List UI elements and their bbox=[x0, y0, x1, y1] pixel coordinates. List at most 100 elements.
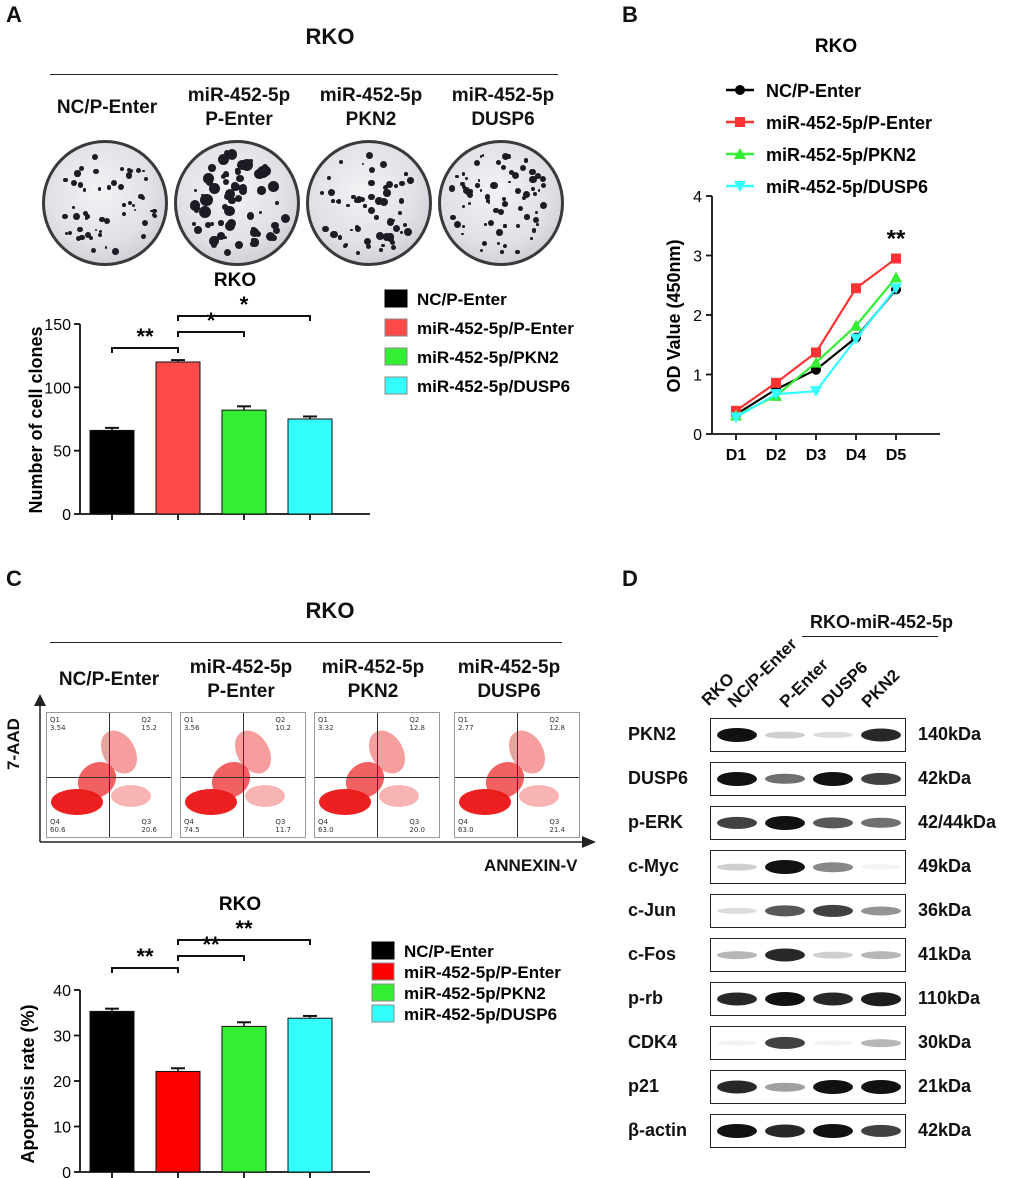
colony-dot bbox=[534, 172, 541, 179]
legend-swatch bbox=[384, 376, 408, 395]
blot-strip bbox=[710, 1026, 906, 1060]
blot-band bbox=[717, 772, 757, 786]
colony-dot bbox=[323, 227, 327, 231]
legend-label: NC/P-Enter bbox=[766, 81, 861, 101]
colony-dot bbox=[125, 172, 133, 179]
bar-4 bbox=[287, 418, 333, 515]
blot-band bbox=[765, 816, 805, 830]
data-point bbox=[810, 386, 822, 398]
quadrant-q1-label: Q1 3.32 bbox=[318, 716, 334, 732]
colony-dot bbox=[208, 235, 220, 247]
quadrant-q4-label: Q4 63.0 bbox=[458, 818, 474, 834]
blot-band bbox=[861, 906, 901, 916]
colony-dot bbox=[240, 159, 253, 172]
colony-dot bbox=[63, 177, 68, 182]
x-tick-label: D2 bbox=[766, 447, 787, 464]
colony-dot bbox=[508, 180, 511, 184]
colony-dot bbox=[461, 232, 464, 236]
colony-dot bbox=[196, 206, 200, 210]
colony-dish-pkn2 bbox=[306, 140, 432, 266]
colony-dot bbox=[328, 188, 335, 196]
colony-dot bbox=[540, 176, 547, 183]
colony-dot bbox=[194, 189, 198, 193]
colony-dot bbox=[121, 212, 126, 217]
colony-dot bbox=[468, 189, 473, 194]
blot-band bbox=[813, 862, 853, 872]
colony-dot bbox=[474, 160, 480, 167]
quadrant-q4-label: Q4 74.5 bbox=[184, 818, 200, 834]
colony-dot bbox=[496, 229, 503, 236]
legend-label: miR-452-5p/P-Enter bbox=[404, 963, 561, 982]
y-tick-label: 100 bbox=[44, 380, 71, 397]
colony-dot bbox=[73, 213, 81, 221]
panel-d-letter: D bbox=[622, 566, 638, 591]
colony-dot bbox=[224, 205, 235, 217]
significance-label: ** bbox=[235, 916, 253, 941]
colony-dot bbox=[98, 187, 102, 191]
colony-dot bbox=[363, 204, 367, 208]
blot-protein-label: β-actin bbox=[628, 1120, 687, 1140]
panel-c-title: RKO bbox=[305, 598, 355, 623]
blot-band bbox=[861, 951, 901, 959]
colony-dot bbox=[537, 189, 541, 192]
quadrant-q4-label: Q4 63.0 bbox=[318, 818, 334, 834]
colony-dot bbox=[99, 216, 105, 223]
x-tick-label: D5 bbox=[886, 447, 907, 464]
colony-dot bbox=[511, 172, 519, 180]
colony-dot bbox=[448, 185, 456, 192]
data-point bbox=[811, 347, 821, 358]
blot-protein-label: c-Jun bbox=[628, 900, 677, 920]
colony-dot bbox=[140, 233, 146, 239]
bar-3 bbox=[221, 409, 267, 515]
bar-2 bbox=[155, 361, 201, 515]
quadrant-q1-label: Q1 3.56 bbox=[184, 716, 200, 732]
blot-strip bbox=[710, 718, 906, 752]
colony-dot bbox=[530, 187, 535, 192]
colony-dot bbox=[133, 208, 137, 212]
bar-1 bbox=[89, 429, 135, 515]
colony-dot bbox=[104, 246, 108, 250]
colony-dot bbox=[487, 201, 491, 205]
quadrant-q2-label: Q2 10.2 bbox=[275, 716, 291, 732]
quadrant-q3-label: Q3 11.7 bbox=[275, 818, 291, 834]
colony-dot bbox=[192, 221, 197, 227]
colony-dot bbox=[375, 232, 384, 241]
colony-dot bbox=[390, 245, 396, 251]
colony-dot bbox=[194, 208, 199, 214]
panel-a-letter: A bbox=[6, 2, 22, 27]
colony-dot bbox=[529, 237, 533, 240]
flow-density-blob bbox=[379, 785, 419, 807]
colony-dot bbox=[261, 166, 272, 177]
colony-dot bbox=[350, 228, 353, 232]
colony-dot bbox=[342, 244, 347, 249]
colony-dot bbox=[361, 162, 365, 166]
y-axis-label: OD Value (450nm) bbox=[664, 239, 684, 392]
blot-band bbox=[861, 992, 901, 1006]
colony-dot bbox=[84, 232, 92, 239]
blot-band bbox=[861, 1124, 901, 1138]
blot-band bbox=[765, 905, 805, 917]
colony-dot bbox=[519, 165, 526, 172]
colony-dot bbox=[222, 178, 230, 186]
blot-band bbox=[861, 817, 901, 829]
colony-dot bbox=[461, 204, 466, 209]
colony-dish-p-enter bbox=[174, 140, 300, 266]
blot-kda-label: 42kDa bbox=[918, 1120, 972, 1140]
flow-plot-p-enter: Q1 3.56 Q2 10.2 Q4 74.5 Q3 11.7 bbox=[180, 712, 306, 838]
colony-dot bbox=[141, 195, 146, 201]
blot-strip bbox=[710, 1114, 906, 1148]
colony-dot bbox=[79, 234, 85, 241]
colony-dot bbox=[463, 186, 470, 194]
flow-plot-dusp6: Q1 2.77 Q2 12.8 Q4 63.0 Q3 21.4 bbox=[454, 712, 580, 838]
flow-axes bbox=[34, 694, 596, 848]
colony-dot bbox=[382, 185, 388, 191]
colony-dot bbox=[230, 182, 239, 191]
quadrant-q3-label: Q3 21.4 bbox=[549, 818, 565, 834]
colony-dot bbox=[383, 189, 391, 197]
significance-bracket bbox=[177, 939, 311, 945]
quadrant-q2-label: Q2 12.8 bbox=[549, 716, 565, 732]
colony-dot bbox=[72, 205, 75, 209]
significance-bracket bbox=[177, 315, 311, 321]
blot-band bbox=[765, 1082, 805, 1092]
apoptosis-bar-chart: RKO 0 10 20 30 40 Apoptosis rate (%) ** ** ** NC/P… bbox=[18, 894, 561, 1178]
